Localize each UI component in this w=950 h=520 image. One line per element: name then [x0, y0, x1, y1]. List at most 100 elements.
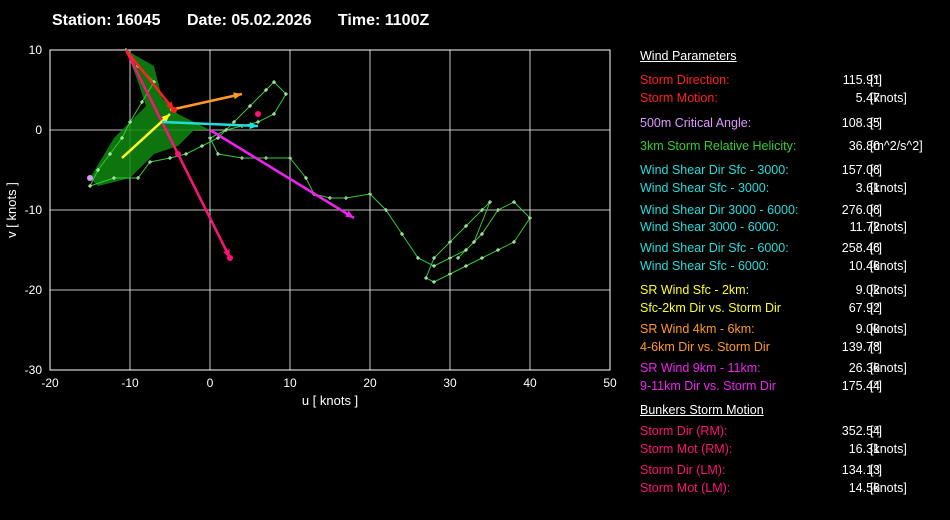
hodograph-point — [464, 248, 468, 252]
param-unit: [°] — [870, 116, 882, 130]
magenta-vector — [209, 128, 355, 220]
hodograph-point — [232, 120, 236, 124]
hodograph-point — [140, 100, 144, 104]
param-value: 11.72 — [849, 220, 880, 234]
hodograph-point — [264, 156, 268, 160]
param-label: Wind Shear 3000 - 6000: — [640, 220, 779, 234]
param-value: 9.00 — [855, 322, 880, 336]
param-label: 9-11km Dir vs. Storm Dir — [640, 379, 776, 393]
hodograph-point — [424, 276, 428, 280]
param-label: Wind Shear Dir Sfc - 6000: — [640, 241, 789, 255]
param-label: Wind Shear Dir Sfc - 3000: — [640, 163, 789, 177]
pink-marker — [227, 255, 233, 261]
x-tick-label: 50 — [603, 376, 617, 390]
x-axis-label: u [ knots ] — [302, 393, 358, 408]
param-unit: [knots] — [870, 322, 907, 336]
param-unit: [°] — [870, 73, 882, 87]
hodograph-point — [120, 136, 124, 140]
hodograph-point — [480, 256, 484, 260]
param-value: 139.78 — [841, 340, 880, 354]
param-label: Storm Dir (RM): — [640, 424, 728, 438]
storm-vector — [125, 49, 175, 111]
param-value: 108.35 — [841, 116, 880, 130]
param-value: 26.36 — [848, 361, 880, 375]
param-value: 157.06 — [841, 163, 880, 177]
param-label: SR Wind 4km - 6km: — [640, 322, 755, 336]
hodograph-point — [368, 192, 372, 196]
hodograph-point — [288, 156, 292, 160]
param-unit: [°] — [870, 163, 882, 177]
y-tick-label: -30 — [25, 363, 43, 377]
time-label: Time: 1100Z — [337, 12, 430, 29]
param-value: 276.06 — [841, 203, 880, 217]
param-unit: [°] — [870, 379, 882, 393]
hodograph-point — [344, 196, 348, 200]
param-value: 9.02 — [855, 283, 880, 297]
hodograph-point — [480, 232, 484, 236]
yellow-vector — [121, 113, 171, 159]
storm-marker — [171, 107, 177, 113]
hodograph-point — [208, 136, 212, 140]
param-unit: [°] — [870, 424, 882, 438]
param-label: Wind Shear Dir 3000 - 6000: — [640, 203, 799, 217]
param-label: Storm Mot (RM): — [640, 442, 733, 456]
x-tick-label: 40 — [523, 376, 537, 390]
hodograph-point — [488, 200, 492, 204]
param-unit: [knots] — [870, 220, 907, 234]
hodograph-point — [200, 144, 204, 148]
hodograph-point — [128, 120, 132, 124]
param-value: 10.46 — [848, 259, 880, 273]
param-unit: [knots] — [870, 442, 907, 456]
param-unit: [°] — [870, 340, 882, 354]
hodograph-point — [264, 88, 268, 92]
hodograph-point — [432, 264, 436, 268]
param-value: 175.44 — [841, 379, 880, 393]
hodograph-point — [224, 128, 228, 132]
orange-arrowhead — [233, 92, 242, 100]
hodograph-point — [96, 168, 100, 172]
hodograph-point — [112, 176, 116, 180]
param-value: 115.91 — [842, 73, 880, 87]
x-tick-label: 0 — [207, 376, 214, 390]
x-tick-label: 30 — [443, 376, 457, 390]
hodograph-point — [168, 156, 172, 160]
param-label: Wind Shear Sfc - 3000: — [640, 181, 770, 195]
param-value: 67.92 — [848, 301, 880, 315]
param-unit: [m^2/s^2] — [870, 139, 923, 153]
y-tick-label: 0 — [35, 123, 42, 137]
param-unit: [°] — [870, 301, 882, 315]
param-label: 500m Critical Angle: — [640, 116, 752, 130]
hodograph-point — [464, 224, 468, 228]
hodograph-point — [108, 152, 112, 156]
hodograph-point — [416, 256, 420, 260]
x-tick-label: 10 — [283, 376, 297, 390]
hodograph-point — [384, 208, 388, 212]
param-label: Sfc-2km Dir vs. Storm Dir — [640, 301, 781, 315]
hodograph-point — [464, 264, 468, 268]
param-label: 3km Storm Relative Helicity: — [640, 139, 797, 153]
hodograph-point — [496, 208, 500, 212]
hodograph-point — [432, 256, 436, 260]
magenta-arrowhead — [345, 210, 354, 218]
param-unit: [knots] — [870, 361, 907, 375]
hodograph-point — [136, 176, 140, 180]
cyan-vector — [161, 120, 259, 128]
hodograph-point — [400, 232, 404, 236]
param-unit: [°] — [870, 463, 882, 477]
pink-marker — [255, 111, 261, 117]
param-value: 5.47 — [855, 91, 880, 105]
yellow-arrowhead — [161, 114, 170, 123]
hodograph-fill — [90, 50, 210, 186]
pink-marker — [175, 151, 181, 157]
param-value: 134.13 — [841, 463, 880, 477]
param-value: 258.46 — [841, 241, 880, 255]
param-label: 4-6km Dir vs. Storm Dir — [640, 340, 770, 354]
y-tick-label: -10 — [25, 203, 43, 217]
param-value: 14.56 — [848, 481, 880, 495]
param-value: 352.54 — [841, 424, 880, 438]
orange-vector — [169, 92, 243, 112]
header: Station: 16045 Date: 05.02.2026 Time: 11… — [52, 12, 451, 30]
params-bunkers-title: Bunkers Storm Motion — [640, 403, 764, 417]
hodograph-point — [456, 256, 460, 260]
hodograph-point — [272, 112, 276, 116]
